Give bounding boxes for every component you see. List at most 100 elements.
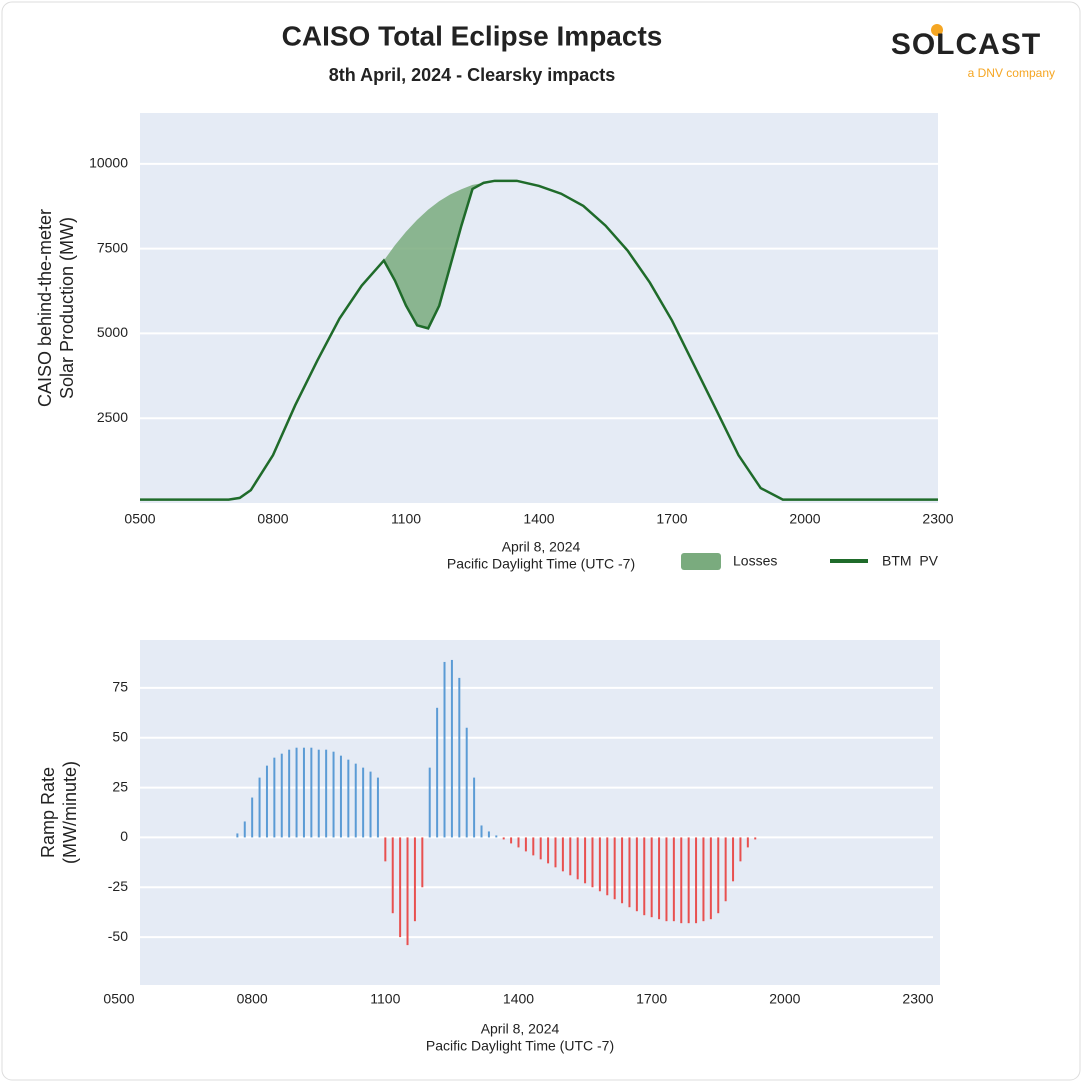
loss-area: [383, 182, 484, 329]
bar: [428, 767, 431, 838]
bar: [369, 771, 372, 838]
bar: [288, 749, 291, 838]
bar: [584, 837, 587, 884]
bar: [487, 831, 490, 838]
bar: [680, 837, 683, 924]
bar: [695, 837, 698, 924]
x-tick-label: 0500: [103, 991, 134, 1007]
chart-subtitle: 8th April, 2024 - Clearsky impacts: [329, 65, 615, 85]
bar: [436, 707, 439, 838]
y-tick-label: 7500: [97, 239, 128, 255]
bar: [391, 837, 394, 914]
x-tick-label: 0500: [124, 511, 155, 527]
x-tick-label: 1100: [391, 511, 421, 527]
legend-label: Losses: [733, 553, 777, 569]
bar: [524, 837, 527, 852]
logo: SOLCAST: [891, 28, 1041, 61]
bar: [547, 837, 550, 864]
x-tick-label: 1700: [656, 511, 687, 527]
bar: [635, 837, 638, 912]
bar: [443, 661, 446, 838]
y-tick-label: 0: [120, 828, 128, 844]
bar: [265, 765, 268, 838]
bar: [591, 837, 594, 888]
bar: [709, 837, 712, 920]
x-axis-label: Pacific Daylight Time (UTC -7): [426, 1038, 614, 1054]
y-tick-label: -50: [108, 928, 128, 944]
x-axis-label: Pacific Daylight Time (UTC -7): [447, 556, 635, 572]
x-tick-label: 1400: [523, 511, 554, 527]
line: [140, 179, 938, 501]
bar: [243, 821, 246, 838]
legend-label: BTM PV: [882, 553, 939, 569]
bar: [569, 837, 572, 876]
bar: [754, 837, 757, 840]
bar: [376, 777, 379, 838]
bar: [450, 659, 453, 838]
bar: [258, 777, 261, 838]
y-tick-label: 5000: [97, 324, 128, 340]
bar: [317, 749, 320, 838]
bar: [650, 837, 653, 918]
bar: [717, 837, 720, 914]
x-axis-label: April 8, 2024: [502, 539, 581, 555]
bar: [561, 837, 564, 872]
plot-area: [140, 113, 938, 503]
bar: [413, 837, 416, 922]
bar: [399, 837, 402, 938]
bar: [362, 767, 365, 838]
legend-swatch: [681, 553, 721, 570]
y-tick-label: 75: [112, 679, 128, 695]
x-tick-label: 2300: [902, 991, 933, 1007]
bar: [621, 837, 624, 904]
bar: [539, 837, 542, 860]
bar: [273, 757, 276, 838]
bar: [458, 677, 461, 838]
bar: [421, 837, 424, 888]
bar: [502, 837, 505, 840]
x-tick-label: 1100: [370, 991, 400, 1007]
chart-title: CAISO Total Eclipse Impacts: [282, 20, 663, 51]
logo-tagline: a DNV company: [968, 66, 1055, 80]
bar: [310, 747, 313, 838]
bar: [739, 837, 742, 862]
bar: [598, 837, 601, 892]
bar: [339, 755, 342, 838]
x-tick-label: 1700: [636, 991, 667, 1007]
bar: [332, 751, 335, 838]
y-tick-label: 50: [112, 728, 128, 744]
bar: [465, 727, 468, 838]
bar: [687, 837, 690, 924]
bar: [658, 837, 661, 920]
bar: [236, 833, 239, 838]
bar: [702, 837, 705, 922]
bar: [480, 825, 483, 838]
y-axis-label: (MW/minute): [60, 761, 80, 864]
y-tick-label: 2500: [97, 409, 128, 425]
bar: [517, 837, 520, 848]
plot-area: [140, 640, 940, 985]
bar: [732, 837, 735, 882]
x-tick-label: 2000: [789, 511, 820, 527]
bar: [251, 797, 254, 838]
y-axis-label: Solar Production (MW): [57, 217, 77, 399]
bar: [532, 837, 535, 856]
bar: [295, 747, 298, 838]
bar: [665, 837, 668, 922]
bar: [576, 837, 579, 880]
logo-sun: [931, 24, 943, 36]
bar: [628, 837, 631, 908]
bar: [724, 837, 727, 902]
y-tick-label: 25: [112, 778, 128, 794]
x-tick-label: 0800: [237, 991, 268, 1007]
x-axis-label: April 8, 2024: [481, 1021, 560, 1037]
bar: [325, 749, 328, 838]
bar: [643, 837, 646, 916]
bar: [406, 837, 409, 946]
bar: [606, 837, 609, 896]
bar: [746, 837, 749, 848]
bar: [354, 763, 357, 838]
y-tick-label: 10000: [89, 155, 128, 171]
bar: [672, 837, 675, 922]
